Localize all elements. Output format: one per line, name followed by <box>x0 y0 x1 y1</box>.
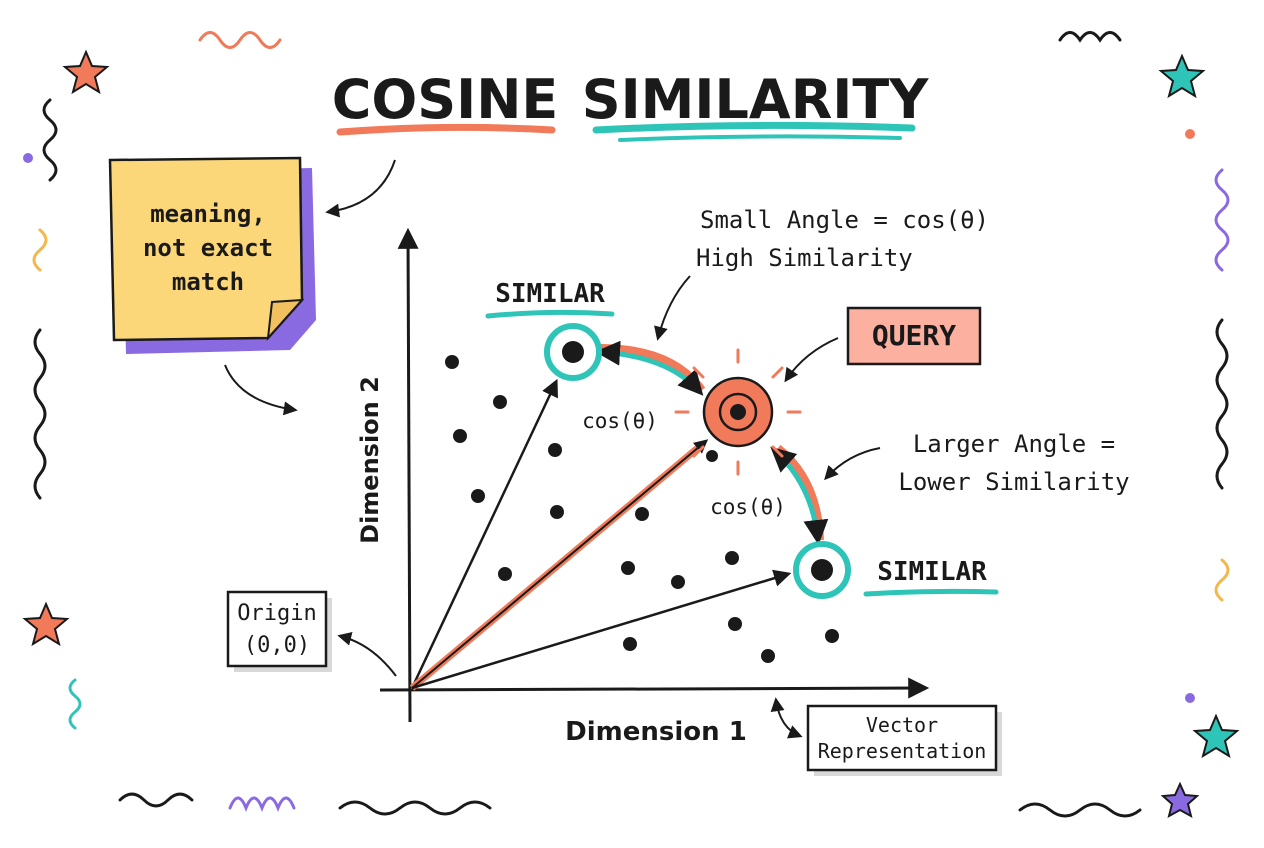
point <box>635 507 649 521</box>
note-line: not exact <box>143 234 273 262</box>
y-axis <box>397 227 419 723</box>
angle-label: cos(θ) <box>582 409 658 433</box>
point <box>623 637 637 651</box>
vector-line: Vector <box>866 713 938 737</box>
squiggle <box>1215 318 1229 490</box>
annotation: Small Angle = cos(θ) <box>700 206 989 234</box>
star <box>1160 781 1200 818</box>
squiggle <box>118 792 194 808</box>
ray <box>771 366 784 379</box>
squiggle <box>68 678 82 730</box>
vector <box>411 439 709 689</box>
point <box>471 489 485 503</box>
note-line: meaning, <box>150 200 266 228</box>
angle-arc <box>770 446 829 545</box>
data-points <box>445 355 839 663</box>
node-label: SIMILAR <box>495 279 605 309</box>
squiggle <box>1214 168 1230 272</box>
angle-label: cos(θ) <box>710 495 786 519</box>
vector <box>410 378 558 689</box>
label-underline <box>863 588 999 597</box>
title-word: COSINE <box>332 68 559 131</box>
squiggle <box>228 796 296 813</box>
squiggle <box>338 800 492 816</box>
query-rays <box>674 348 802 476</box>
origin-line: (0,0) <box>244 633 310 658</box>
point <box>728 617 742 631</box>
node-label: QUERY <box>872 319 956 352</box>
ray <box>771 445 784 458</box>
star <box>62 49 110 95</box>
vector <box>411 569 792 690</box>
sticky-note: meaning, not exact match <box>108 156 316 354</box>
point <box>498 567 512 581</box>
axis-label: Dimension 1 <box>565 717 747 747</box>
node-label: SIMILAR <box>877 557 987 587</box>
arrow <box>325 159 396 218</box>
query-inner <box>718 392 758 432</box>
similar-dot <box>811 559 833 581</box>
squiggle <box>1018 802 1142 818</box>
point <box>621 561 635 575</box>
dot <box>1185 693 1195 703</box>
point <box>550 505 564 519</box>
ray <box>692 366 705 379</box>
dot <box>1185 129 1195 139</box>
star <box>1192 713 1240 759</box>
point <box>761 649 775 663</box>
title-underline <box>336 123 556 136</box>
axis-label: Dimension 2 <box>356 376 384 544</box>
squiggle <box>1058 31 1122 43</box>
query-box <box>846 306 982 366</box>
arrow <box>654 275 691 341</box>
squiggle <box>42 98 58 182</box>
title-underline <box>592 121 916 134</box>
point <box>825 629 839 643</box>
point <box>453 429 467 443</box>
note-fold <box>266 298 305 341</box>
point <box>671 575 685 589</box>
origin-line: Origin <box>237 601 316 626</box>
squiggle <box>32 228 48 272</box>
vector-box <box>806 704 998 772</box>
point <box>445 355 459 369</box>
border-doodles <box>22 31 1240 818</box>
squiggle <box>33 328 47 500</box>
ray <box>692 445 705 458</box>
annotation: High Similarity <box>696 244 913 272</box>
star <box>1158 53 1206 99</box>
note-line: match <box>172 268 244 296</box>
arrow <box>770 697 803 739</box>
title-underline <box>618 134 902 142</box>
squiggle <box>198 31 282 49</box>
origin-box <box>226 590 328 668</box>
arrow <box>784 337 839 383</box>
similar-dot <box>562 341 584 363</box>
point <box>493 395 507 409</box>
point <box>725 551 739 565</box>
angle-arc <box>595 340 704 396</box>
point <box>548 443 562 457</box>
annotation: Lower Similarity <box>898 468 1129 496</box>
annotation: Larger Angle = <box>913 430 1115 458</box>
arrow <box>824 447 881 481</box>
label-underline <box>485 309 615 319</box>
vector-line: Representation <box>818 739 987 763</box>
arrow <box>224 364 298 416</box>
star <box>22 601 70 647</box>
query-dot <box>730 404 746 420</box>
arrow <box>337 631 397 677</box>
squiggle <box>1214 558 1230 602</box>
dot <box>23 153 33 163</box>
x-axis <box>379 677 930 699</box>
title-word: SIMILARITY <box>582 68 930 131</box>
point <box>706 450 718 462</box>
